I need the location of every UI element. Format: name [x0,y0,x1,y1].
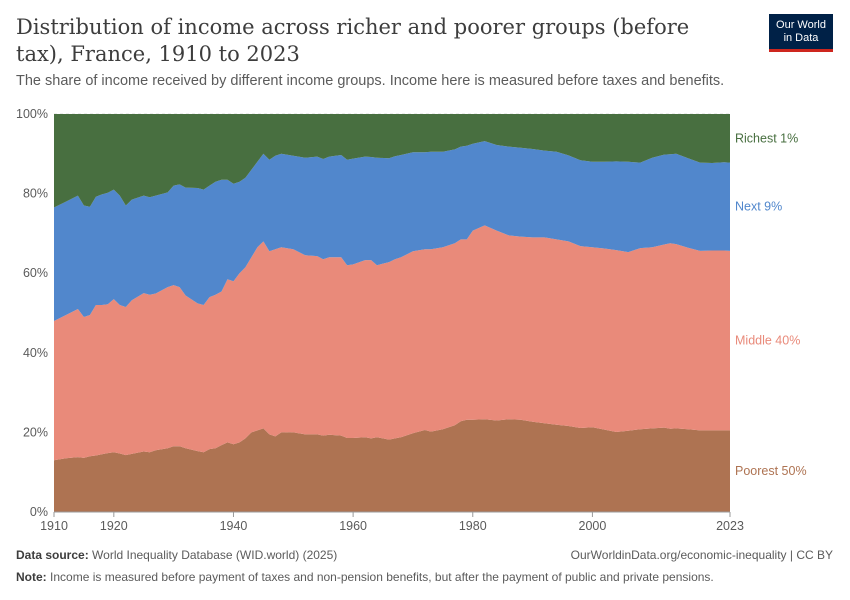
x-tick-label: 1920 [100,519,128,533]
y-tick-label: 100% [16,107,48,121]
note-text: Income is measured before payment of tax… [50,570,714,584]
chart-subtitle: The share of income received by differen… [16,73,725,89]
y-tick-label: 80% [23,187,48,201]
data-source-text[interactable]: World Inequality Database (WID.world) (2… [92,548,338,562]
y-tick-label: 60% [23,266,48,280]
area-series[interactable] [54,114,730,512]
x-tick-label: 2023 [716,519,744,533]
series-labels: Poorest 50% Middle 40% Next 9% Richest 1% [735,131,807,478]
logo-line-2: in Data [783,32,819,44]
x-tick-label: 1940 [220,519,248,533]
chart-title: Distribution of income across richer and… [16,15,690,66]
x-tick-label: 1910 [40,519,68,533]
note-label: Note: [16,570,47,584]
series-label: Poorest 50% [735,464,807,478]
logo-line-1: Our World [776,19,826,31]
x-tick-label: 2000 [579,519,607,533]
y-tick-label: 0% [30,505,48,519]
axes: 0% 20% 40% 60% 80% 100% 1910 1920 1940 1960 1980 20… [16,107,744,533]
area-poorest-50[interactable] [54,419,730,512]
data-source-label: Data source: [16,548,89,562]
stacked-area-chart[interactable]: 0% 20% 40% 60% 80% 100% 1910 1920 1940 1960 1980 20… [0,100,850,540]
owid-logo[interactable]: Our World in Data [769,14,833,52]
x-tick-label: 1960 [339,519,367,533]
series-label: Richest 1% [735,131,798,145]
chart-note: Note: Income is measured before payment … [16,570,714,584]
data-source: Data source: World Inequality Database (… [16,548,337,562]
x-tick-label: 1980 [459,519,487,533]
y-tick-label: 40% [23,346,48,360]
series-label: Middle 40% [735,334,800,348]
area-middle-40[interactable] [54,225,730,461]
source-url[interactable]: OurWorldinData.org/economic-inequality |… [570,548,833,562]
area-next-9[interactable] [54,141,730,321]
y-tick-label: 20% [23,425,48,439]
series-label: Next 9% [735,200,782,214]
area-richest-1[interactable] [54,114,730,208]
